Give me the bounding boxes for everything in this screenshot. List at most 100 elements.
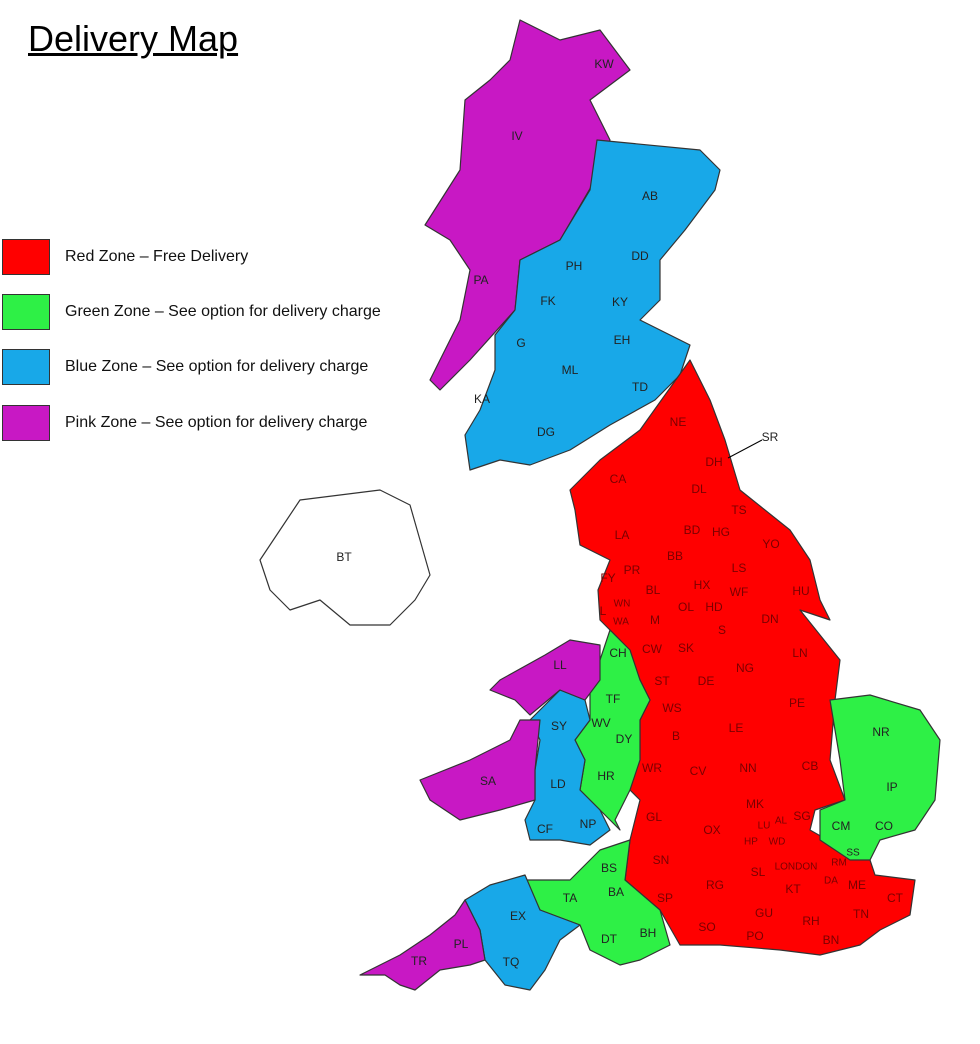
postcode-label-dh: DH (705, 455, 722, 469)
postcode-label-g: G (516, 336, 525, 350)
postcode-label-ss: SS (846, 848, 860, 859)
postcode-label-tq: TQ (503, 955, 520, 969)
postcode-label-ml: ML (562, 363, 579, 377)
postcode-label-sn: SN (653, 853, 670, 867)
postcode-label-st: ST (654, 674, 670, 688)
postcode-label-ca: CA (610, 472, 627, 486)
postcode-label-da: DA (824, 876, 838, 887)
postcode-label-hg: HG (712, 525, 730, 539)
postcode-label-wv: WV (591, 716, 610, 730)
postcode-label-pr: PR (624, 563, 641, 577)
postcode-label-rh: RH (802, 914, 819, 928)
postcode-label-fk: FK (540, 294, 555, 308)
blue-zone-swatch (2, 349, 50, 385)
postcode-label-lu: LU (758, 821, 771, 832)
green-zone-swatch (2, 294, 50, 330)
northern-ireland-region (259, 489, 431, 626)
postcode-label-ex: EX (510, 909, 526, 923)
devon-region (464, 874, 581, 991)
postcode-label-dl: DL (691, 482, 707, 496)
postcode-label-ab: AB (642, 189, 658, 203)
postcode-label-m: M (650, 613, 660, 627)
blue-zone-label: Blue Zone – See option for delivery char… (65, 358, 369, 375)
east-anglia-region (819, 694, 941, 861)
wales-north-region (489, 639, 601, 716)
postcode-label-dg: DG (537, 425, 555, 439)
pink-zone-label: Pink Zone – See option for delivery char… (65, 414, 368, 431)
postcode-label-rm: RM (831, 858, 847, 869)
postcode-label-so: SO (698, 920, 715, 934)
postcode-label-po: PO (746, 929, 763, 943)
postcode-label-np: NP (580, 817, 597, 831)
legend-red-zone: Red Zone – Free Delivery (2, 238, 248, 276)
postcode-label-s: S (718, 623, 726, 637)
postcode-label-eh: EH (614, 333, 631, 347)
postcode-label-tr: TR (411, 954, 427, 968)
postcode-label-sl: SL (751, 865, 766, 879)
postcode-label-bt: BT (336, 550, 352, 564)
postcode-label-cf: CF (537, 822, 553, 836)
postcode-label-gl: GL (646, 810, 662, 824)
postcode-label-pa: PA (473, 273, 488, 287)
postcode-label-ka: KA (474, 392, 490, 406)
legend-green-zone: Green Zone – See option for delivery cha… (2, 293, 381, 331)
postcode-label-ox: OX (703, 823, 720, 837)
cornwall-region (359, 899, 486, 991)
postcode-label-bb: BB (667, 549, 683, 563)
postcode-label-ch: CH (609, 646, 626, 660)
postcode-label-wr: WR (642, 761, 662, 775)
legend-blue-zone: Blue Zone – See option for delivery char… (2, 348, 368, 386)
postcode-label-rg: RG (706, 878, 724, 892)
postcode-label-l: L (600, 604, 607, 618)
postcode-label-kt: KT (785, 882, 801, 896)
wales-mid-region (524, 689, 611, 846)
sr-leader-line (727, 439, 763, 459)
postcode-label-wa: WA (613, 617, 629, 628)
postcode-label-iv: IV (511, 129, 522, 143)
postcode-label-me: ME (848, 878, 866, 892)
postcode-label-ln: LN (792, 646, 807, 660)
red-zone-label: Red Zone – Free Delivery (65, 248, 249, 265)
postcode-label-wn: WN (614, 599, 631, 610)
postcode-label-hx: HX (694, 578, 711, 592)
postcode-label-cw: CW (642, 642, 663, 656)
postcode-label-bh: BH (640, 926, 657, 940)
postcode-label-bl: BL (646, 583, 661, 597)
postcode-label-sg: SG (793, 809, 810, 823)
postcode-label-sy: SY (551, 719, 567, 733)
postcode-label-nn: NN (739, 761, 756, 775)
postcode-label-le: LE (729, 721, 744, 735)
postcode-label-hp: HP (744, 837, 758, 848)
postcode-label-cv: CV (690, 764, 707, 778)
postcode-label-bs: BS (601, 861, 617, 875)
south-west-region (524, 839, 671, 966)
postcode-label-sr: SR (762, 430, 779, 444)
postcode-label-hu: HU (792, 584, 809, 598)
postcode-label-hr: HR (597, 769, 615, 783)
postcode-label-co: CO (875, 819, 893, 833)
green-zone-label: Green Zone – See option for delivery cha… (65, 303, 381, 320)
postcode-label-ws: WS (662, 701, 681, 715)
postcode-label-ta: TA (563, 891, 577, 905)
postcode-label-pe: PE (789, 696, 805, 710)
postcode-label-dt: DT (601, 932, 618, 946)
scotland-south-region (464, 139, 721, 471)
postcode-label-tf: TF (606, 692, 621, 706)
postcode-label-ng: NG (736, 661, 754, 675)
postcode-label-sp: SP (657, 891, 673, 905)
legend-pink-zone: Pink Zone – See option for delivery char… (2, 404, 367, 442)
postcode-label-dy: DY (616, 732, 633, 746)
postcode-label-hd: HD (705, 600, 723, 614)
postcode-label-ls: LS (732, 561, 747, 575)
postcode-label-fy: FY (600, 571, 615, 585)
postcode-label-dn: DN (761, 612, 778, 626)
postcode-label-gu: GU (755, 906, 773, 920)
postcode-label-b: B (672, 729, 680, 743)
postcode-label-ll: LL (553, 658, 567, 672)
postcode-label-nr: NR (872, 725, 890, 739)
postcode-label-wf: WF (730, 585, 749, 599)
postcode-label-ne: NE (670, 415, 687, 429)
postcode-label-ts: TS (731, 503, 746, 517)
postcode-label-cm: CM (832, 819, 851, 833)
postcode-label-yo: YO (762, 537, 779, 551)
